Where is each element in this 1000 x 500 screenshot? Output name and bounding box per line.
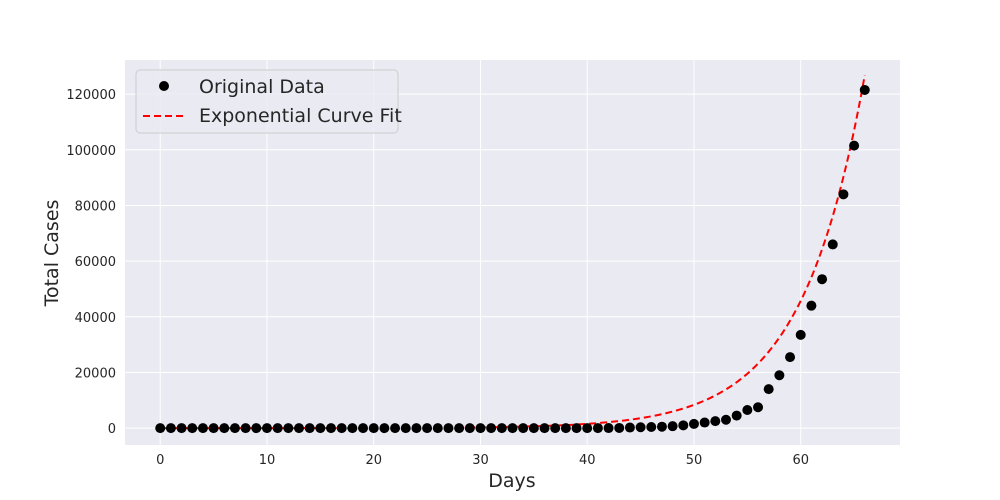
x-tick-label: 60 <box>792 453 809 468</box>
data-point <box>283 423 294 434</box>
data-point <box>315 423 326 434</box>
legend-label-original-data: Original Data <box>199 76 325 98</box>
data-point <box>774 370 785 381</box>
data-point <box>390 423 401 434</box>
data-point <box>539 423 550 434</box>
data-point <box>859 84 870 95</box>
x-tick-label: 10 <box>259 453 276 468</box>
data-point <box>368 423 379 434</box>
data-point <box>560 423 571 434</box>
data-point <box>678 420 689 431</box>
data-point <box>518 423 529 434</box>
data-point <box>614 422 625 433</box>
data-point <box>507 423 518 434</box>
data-point <box>454 423 465 434</box>
data-point <box>571 423 582 434</box>
data-point <box>165 423 176 434</box>
x-axis-label: Days <box>488 470 535 492</box>
x-tick-label: 40 <box>579 453 596 468</box>
x-tick-label: 30 <box>472 453 489 468</box>
x-tick-label: 50 <box>686 453 703 468</box>
y-tick-label: 40000 <box>75 311 116 326</box>
data-point <box>731 410 742 421</box>
legend: Original Data Exponential Curve Fit <box>135 69 402 134</box>
data-point <box>208 423 219 434</box>
data-point <box>806 300 817 311</box>
data-point <box>582 423 593 434</box>
data-point <box>763 384 774 395</box>
legend-marker-original-data <box>159 81 169 91</box>
data-point <box>838 189 849 200</box>
legend-label-exponential-fit: Exponential Curve Fit <box>199 105 402 127</box>
data-point <box>176 423 187 434</box>
data-point <box>326 423 337 434</box>
data-point <box>699 417 710 428</box>
data-point <box>646 421 657 432</box>
data-point <box>187 423 198 434</box>
data-point <box>261 423 272 434</box>
data-point <box>229 423 240 434</box>
data-point <box>272 423 283 434</box>
data-point <box>785 352 796 363</box>
data-point <box>496 423 507 434</box>
data-point <box>528 423 539 434</box>
x-tick-label: 0 <box>156 453 164 468</box>
data-point <box>251 423 262 434</box>
data-point <box>400 423 411 434</box>
data-point <box>155 423 166 434</box>
data-point <box>379 423 390 434</box>
data-point <box>347 423 358 434</box>
data-point <box>753 402 764 413</box>
data-point <box>411 423 422 434</box>
data-point <box>742 405 753 416</box>
data-point <box>422 423 433 434</box>
y-tick-label: 80000 <box>75 199 116 214</box>
data-point <box>795 329 806 340</box>
data-point <box>475 423 486 434</box>
data-point <box>667 421 678 432</box>
data-point <box>486 423 497 434</box>
data-point <box>710 416 721 427</box>
data-point <box>721 414 731 425</box>
data-point <box>240 423 251 434</box>
data-point <box>358 423 369 434</box>
data-point <box>219 423 230 434</box>
y-tick-label: 0 <box>108 422 116 437</box>
y-axis-label: Total Cases <box>41 200 63 308</box>
points-layer <box>155 84 870 434</box>
data-point <box>304 423 315 434</box>
data-point <box>336 423 347 434</box>
data-point <box>635 422 646 433</box>
y-tick-label: 100000 <box>66 144 116 159</box>
data-point <box>603 423 614 434</box>
data-point <box>443 423 454 434</box>
data-point <box>624 422 635 433</box>
y-tick-label: 20000 <box>75 366 116 381</box>
x-tick-label: 20 <box>365 453 382 468</box>
data-point <box>464 423 475 434</box>
tick-layer: 0 10 20 30 40 50 60 0 20000 40000 60000 80000 100000… <box>66 88 809 468</box>
data-point <box>294 423 304 434</box>
y-tick-label: 120000 <box>66 88 116 103</box>
data-point <box>817 274 828 285</box>
data-point <box>197 423 208 434</box>
data-point <box>849 140 860 151</box>
data-point <box>827 239 838 250</box>
data-point <box>550 423 561 434</box>
legend-box <box>135 69 399 134</box>
data-point <box>592 423 603 434</box>
data-point <box>432 423 443 434</box>
data-point <box>688 418 699 429</box>
y-tick-label: 60000 <box>75 255 116 270</box>
data-point <box>656 421 667 432</box>
